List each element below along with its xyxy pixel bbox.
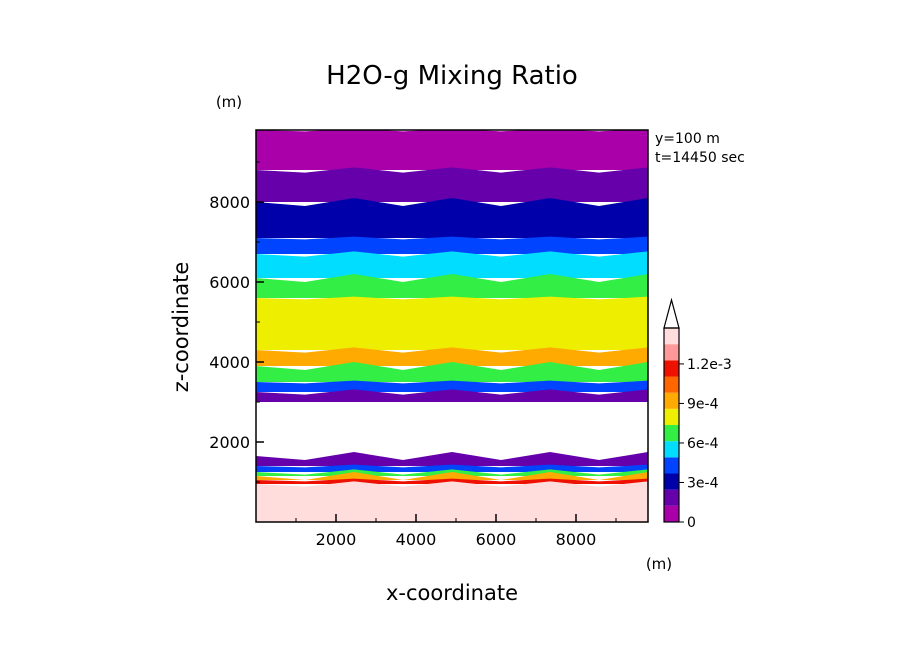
contour-layer (256, 452, 648, 466)
contour-layer (256, 130, 648, 170)
chart-title: H2O-g Mixing Ratio (326, 61, 578, 91)
colorbar-frame (663, 327, 680, 523)
contour-layer (256, 167, 648, 202)
y-tick-label: 6000 (209, 273, 250, 292)
contour-layer (256, 347, 648, 366)
y-axis: 2000 4000 6000 8000 (209, 161, 264, 483)
colorbar-segment (664, 457, 679, 474)
y-axis-label: z-coordinate (169, 262, 193, 393)
colorbar-tick-label: 3e-4 (687, 475, 719, 491)
colorbar-segment (664, 441, 679, 458)
colorbar-tick-label: 1.2e-3 (687, 357, 732, 373)
colorbar-segment (664, 473, 679, 490)
y-unit-label: (m) (216, 93, 242, 111)
colorbar: 0 3e-4 6e-4 9e-4 1.2e-3 (663, 297, 732, 531)
plot-area (256, 130, 648, 522)
contour-layer (256, 472, 648, 480)
x-tick-label: 2000 (316, 530, 357, 549)
contour-layer (256, 481, 648, 522)
y-tick-label: 2000 (209, 433, 250, 452)
x-tick-label: 4000 (396, 530, 437, 549)
x-unit-label: (m) (646, 555, 672, 573)
colorbar-segment (664, 392, 679, 409)
contour-layer (256, 362, 648, 382)
x-tick-label: 6000 (476, 530, 517, 549)
y-tick-label: 4000 (209, 353, 250, 372)
colorbar-tick-label: 9e-4 (687, 396, 719, 412)
colorbar-tick-label: 0 (687, 515, 696, 531)
x-axis: 2000 4000 6000 8000 (295, 514, 617, 549)
colorbar-extend-arrow (663, 297, 680, 329)
contour-layer (256, 389, 648, 402)
y-tick-label: 8000 (209, 193, 250, 212)
colorbar-segment (664, 376, 679, 393)
annotation-y: y=100 m (655, 131, 720, 147)
x-tick-label: 8000 (556, 530, 597, 549)
contour-layer (256, 380, 648, 392)
contour-layer (256, 236, 648, 254)
colorbar-segment (664, 489, 679, 506)
contour-layer (256, 198, 648, 238)
colorbar-segment (664, 328, 679, 345)
colorbar-segment (664, 425, 679, 442)
colorbar-tick-label: 6e-4 (687, 436, 719, 452)
contour-layer (256, 296, 648, 350)
colorbar-segment (664, 360, 679, 377)
colorbar-segment (664, 408, 679, 425)
annotation-t: t=14450 sec (655, 150, 745, 166)
colorbar-segment (664, 344, 679, 361)
contour-layer (256, 274, 648, 298)
colorbar-segment (664, 505, 679, 522)
x-axis-label: x-coordinate (386, 581, 518, 605)
contour-layer (256, 251, 648, 278)
plot-frame (255, 129, 649, 523)
